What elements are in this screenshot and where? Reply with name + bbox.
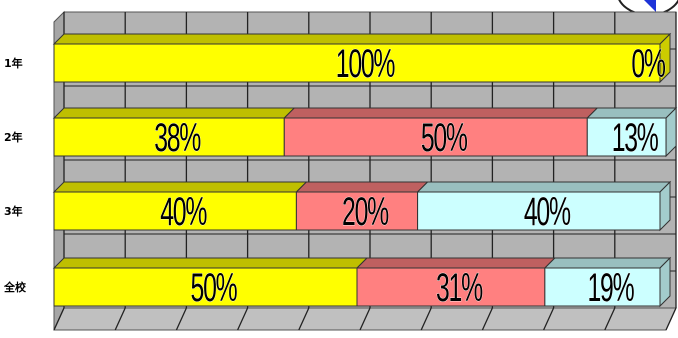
floor-tick [114,307,126,331]
bar-side-face [659,256,671,308]
category-label: 1年 [4,56,23,70]
floor-tick [359,307,371,331]
chart-bars [52,32,678,308]
data-label: 0% [631,42,665,86]
bar-segment [586,117,667,157]
bar-side-face [665,106,677,158]
bar-segment [53,191,297,231]
floor-tick [420,307,432,331]
floor-tick [298,307,310,331]
corner-arrow-icon [644,0,656,12]
data-label: 50% [421,116,468,160]
data-label: 40% [160,190,207,234]
bar-segment [53,117,285,157]
floor-tick [53,307,65,331]
floor-tick [481,307,493,331]
bar-segment [356,267,546,307]
bar-segment [53,267,358,307]
bar-side-face [659,32,671,84]
chart-data-labels: 100% 0% 38% 50% 13% 40% 20% 40% 50% 31% 19% [154,42,667,311]
data-label: 100% [336,42,395,86]
bar-segment [544,267,661,307]
data-label: 50% [191,266,238,310]
floor-tick [237,307,249,331]
bar-side-face [659,180,671,232]
category-label: 2年 [4,130,23,144]
bar-segment [283,117,588,157]
category-label: 全校 [3,280,27,294]
data-label: 19% [587,266,634,310]
data-label: 31% [436,266,483,310]
floor-tick [665,307,677,331]
data-label: 13% [612,116,659,160]
bar-segment [53,43,661,83]
data-label: 38% [154,116,201,160]
data-label: 40% [524,190,571,234]
category-label: 3年 [4,204,23,218]
floor-tick [604,307,616,331]
floor-tick [175,307,187,331]
data-label: 20% [342,190,389,234]
floor-tick [543,307,555,331]
bar-segment [417,191,661,231]
